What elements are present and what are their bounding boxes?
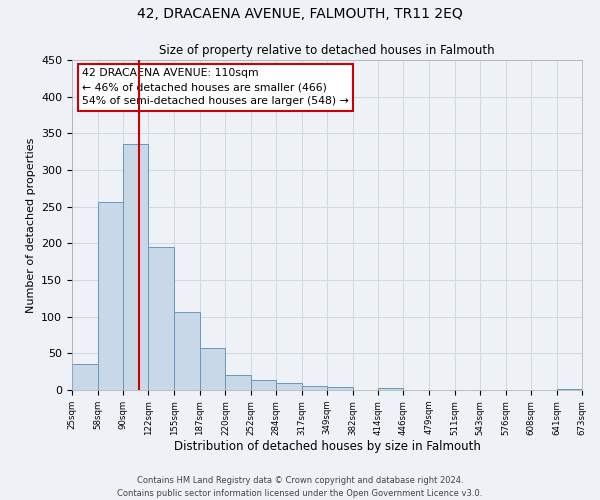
Bar: [557, 388, 582, 390]
Bar: [123, 144, 148, 390]
Bar: [276, 384, 302, 390]
Bar: [226, 376, 251, 390]
Bar: [199, 348, 226, 390]
Bar: [72, 364, 98, 390]
Bar: [98, 202, 123, 390]
Title: Size of property relative to detached houses in Falmouth: Size of property relative to detached ho…: [159, 44, 495, 58]
Text: 42 DRACAENA AVENUE: 110sqm
← 46% of detached houses are smaller (466)
54% of sem: 42 DRACAENA AVENUE: 110sqm ← 46% of deta…: [82, 68, 349, 106]
Bar: [302, 386, 327, 390]
Bar: [175, 312, 199, 390]
Bar: [378, 388, 403, 390]
Bar: [327, 387, 353, 390]
Bar: [148, 247, 175, 390]
Y-axis label: Number of detached properties: Number of detached properties: [26, 138, 35, 312]
Text: Contains HM Land Registry data © Crown copyright and database right 2024.
Contai: Contains HM Land Registry data © Crown c…: [118, 476, 482, 498]
X-axis label: Distribution of detached houses by size in Falmouth: Distribution of detached houses by size …: [173, 440, 481, 453]
Text: 42, DRACAENA AVENUE, FALMOUTH, TR11 2EQ: 42, DRACAENA AVENUE, FALMOUTH, TR11 2EQ: [137, 8, 463, 22]
Bar: [251, 380, 276, 390]
